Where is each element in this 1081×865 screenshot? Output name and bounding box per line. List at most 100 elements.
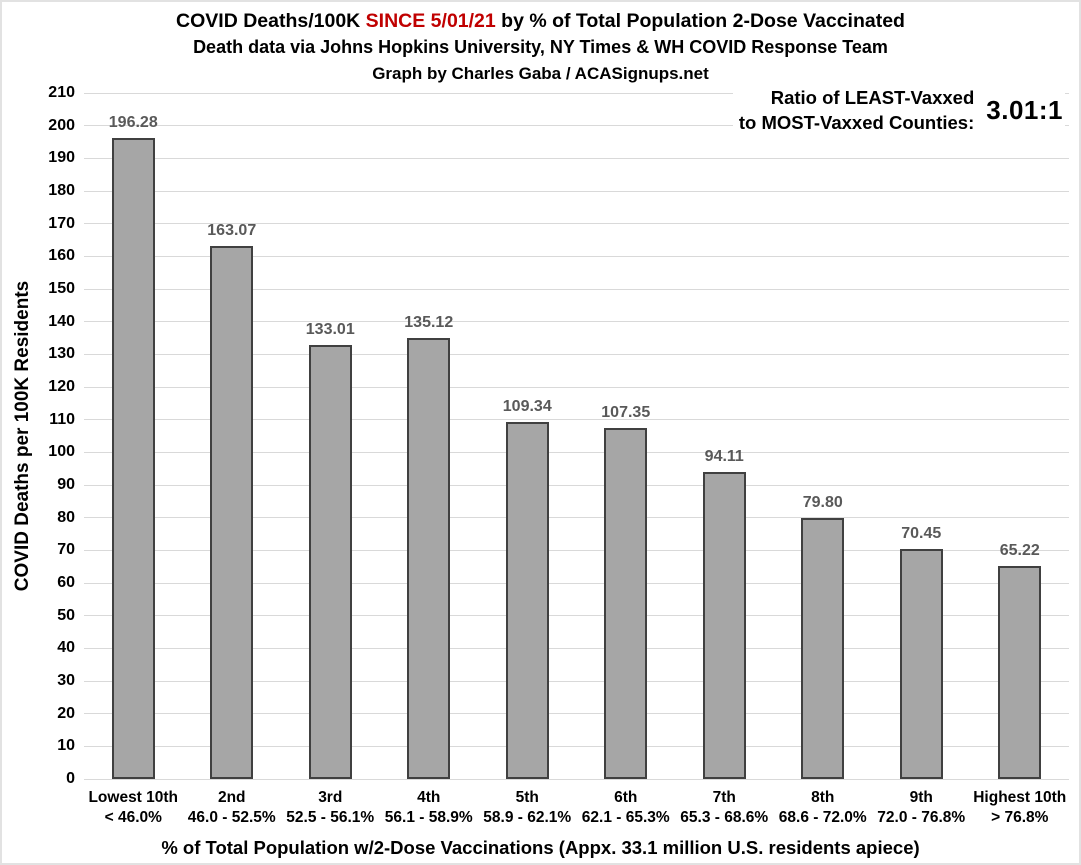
x-category-name: 9th [909, 789, 933, 806]
x-category-label: 2nd 46.0 - 52.5% [183, 788, 282, 829]
bar-value-label: 107.35 [601, 404, 651, 422]
x-category-range: > 76.8% [991, 809, 1049, 827]
x-category-label: 8th 68.6 - 72.0% [774, 788, 873, 829]
x-category-label: 3rd 52.5 - 56.1% [281, 788, 380, 829]
y-axis-tick-label: 190 [48, 149, 75, 167]
gridline [84, 680, 1069, 682]
gridline [84, 190, 1069, 192]
ratio-annotation-label-line2: to MOST-Vaxxed Counties: [738, 111, 975, 133]
y-axis-tick-label: 70 [57, 541, 75, 559]
gridline [84, 745, 1069, 747]
bar-value-label: 79.80 [802, 494, 843, 512]
y-axis-tick-label: 90 [57, 476, 75, 493]
y-axis-tick-label: 110 [49, 410, 75, 428]
y-axis-tick-label: 30 [57, 672, 75, 689]
bar-8th [801, 518, 845, 779]
bar-7th [702, 471, 746, 779]
x-category-label: 9th 72.0 - 76.8% [872, 788, 971, 829]
x-category-label: 4th 56.1 - 58.9% [380, 788, 479, 829]
x-category-name: 4th [417, 789, 441, 806]
y-axis-tick-label: 130 [48, 345, 75, 363]
x-category-range: 56.1 - 58.9% [384, 809, 473, 827]
x-category-label: 7th 65.3 - 68.6% [675, 788, 774, 829]
y-axis-title: COVID Deaths per 100K Residents [12, 280, 33, 592]
bar-6th [604, 428, 648, 779]
gridline [84, 582, 1069, 584]
y-axis-tick-label: 40 [57, 639, 75, 657]
y-axis-tick-label: 80 [57, 508, 75, 526]
gridline [84, 517, 1069, 519]
bar-value-label: 163.07 [207, 222, 257, 240]
x-category-range: 65.3 - 68.6% [680, 809, 769, 827]
x-category-range: 68.6 - 72.0% [778, 809, 867, 827]
y-axis-tick-label: 20 [57, 704, 75, 722]
x-category-range: 52.5 - 56.1% [286, 809, 375, 827]
ratio-annotation-value: 3.01:1 [986, 95, 1063, 126]
x-category-label: Lowest 10th < 46.0% [84, 788, 183, 829]
y-axis-tick-label: 180 [48, 182, 75, 199]
gridline [84, 778, 1069, 780]
x-category-range: 46.0 - 52.5% [187, 809, 276, 827]
bar-value-label: 109.34 [502, 397, 552, 415]
chart-header: COVID Deaths/100K SINCE 5/01/21 by % of … [2, 9, 1079, 84]
gridline [84, 647, 1069, 649]
x-category-range: 62.1 - 65.3% [581, 809, 670, 827]
x-axis-title: % of Total Population w/2-Dose Vaccinati… [161, 837, 920, 858]
x-category-range: 72.0 - 76.8% [877, 809, 966, 827]
gridline [84, 353, 1069, 355]
chart-credit: Graph by Charles Gaba / ACASignups.net [372, 63, 709, 83]
x-axis-category-labels: Lowest 10th < 46.0% 2nd 46.0 - 52.5% 3rd 52.5… [84, 788, 1069, 830]
gridline [84, 157, 1069, 159]
bar-value-label: 196.28 [108, 113, 158, 131]
bar-value-label: 70.45 [901, 524, 942, 542]
chart-subtitle: Death data via Johns Hopkins University,… [193, 37, 888, 58]
bar-9th [899, 548, 943, 779]
y-axis-tick-label: 10 [57, 737, 75, 755]
x-category-name: 8th [811, 789, 835, 806]
x-category-range: < 46.0% [104, 809, 162, 827]
bar-lowest-10th [111, 137, 155, 779]
y-axis-tick-label: 210 [48, 84, 75, 101]
bar-value-label: 133.01 [305, 320, 355, 338]
y-axis-tick-label: 100 [48, 443, 75, 461]
bar-value-label: 94.11 [704, 447, 744, 465]
chart-title-highlight: SINCE 5/01/21 [365, 10, 496, 32]
bar-5th [505, 421, 549, 779]
y-axis-tick-label: 50 [57, 606, 75, 624]
bar-2nd [210, 246, 254, 779]
x-category-name: Lowest 10th [88, 789, 179, 806]
ratio-annotation: Ratio of LEAST-Vaxxed to MOST-Vaxxed Cou… [732, 84, 1065, 140]
bar-4th [407, 337, 451, 779]
gridline [84, 223, 1069, 225]
chart-title-prefix: COVID Deaths/100K [176, 10, 361, 32]
x-category-label: 5th 58.9 - 62.1% [478, 788, 577, 829]
gridline [84, 615, 1069, 617]
x-category-label: 6th 62.1 - 65.3% [577, 788, 676, 829]
y-axis-tick-label: 160 [48, 247, 75, 265]
gridline [84, 125, 1069, 127]
x-category-name: 2nd [217, 789, 246, 806]
gridline [84, 451, 1069, 453]
y-axis-tick-label: 170 [48, 214, 75, 232]
x-category-range: 58.9 - 62.1% [483, 809, 572, 827]
ratio-annotation-label: Ratio of LEAST-Vaxxed to MOST-Vaxxed Cou… [739, 86, 974, 136]
gridline [84, 549, 1069, 551]
gridline [84, 419, 1069, 421]
x-category-name: 3rd [318, 789, 343, 806]
gridline [84, 386, 1069, 388]
x-category-name: Highest 10th [973, 789, 1067, 806]
bar-value-label: 65.22 [999, 541, 1040, 559]
chart-title: COVID Deaths/100K SINCE 5/01/21 by % of … [2, 9, 1079, 33]
gridline [84, 713, 1069, 715]
gridline [84, 93, 1069, 94]
y-axis-tick-label: 60 [57, 574, 75, 591]
y-axis-tick-label: 150 [48, 280, 75, 297]
gridline [84, 321, 1069, 323]
bar-3rd [308, 344, 352, 779]
bar-value-label: 135.12 [404, 313, 454, 331]
y-axis-tick-label: 140 [48, 312, 75, 330]
bar-highest-10th [998, 565, 1042, 779]
y-axis-tick-label: 0 [66, 770, 75, 787]
gridline [84, 288, 1069, 290]
plot-area: 0 10 20 30 40 50 60 70 80 90 100 110 120 130 140 150 160… [48, 84, 1069, 787]
